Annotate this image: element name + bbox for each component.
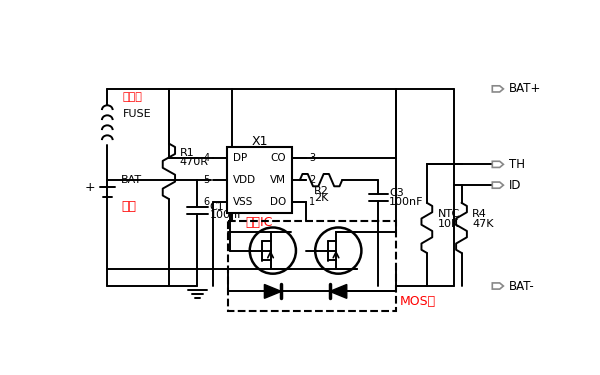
Text: 3: 3: [309, 153, 315, 164]
Text: 100nF: 100nF: [210, 210, 244, 220]
Text: DP: DP: [233, 153, 247, 164]
Text: BAT-: BAT-: [509, 279, 535, 292]
Text: 电芯: 电芯: [121, 200, 136, 213]
Text: NTC: NTC: [437, 209, 460, 219]
Text: BAT: BAT: [121, 175, 142, 185]
Text: CO: CO: [271, 153, 286, 164]
Text: MOS管: MOS管: [400, 295, 436, 308]
Text: BAT+: BAT+: [509, 82, 542, 95]
Text: 6: 6: [203, 197, 210, 207]
Text: R2: R2: [314, 186, 328, 196]
Text: C1: C1: [210, 202, 224, 212]
Polygon shape: [330, 285, 347, 298]
Text: 2K: 2K: [314, 193, 328, 203]
Text: ID: ID: [509, 178, 522, 192]
Text: R4: R4: [472, 209, 487, 219]
Polygon shape: [265, 285, 281, 298]
Text: 5: 5: [203, 175, 210, 185]
Text: 4: 4: [203, 153, 210, 164]
Text: 1: 1: [309, 197, 315, 207]
Bar: [227, 147, 292, 213]
Text: X1: X1: [251, 135, 268, 148]
Text: VDD: VDD: [233, 175, 256, 185]
Text: DO: DO: [269, 197, 286, 207]
Text: 47K: 47K: [472, 219, 494, 229]
Text: 2: 2: [309, 175, 315, 185]
Text: 控制IC: 控制IC: [245, 216, 273, 229]
Text: TH: TH: [509, 158, 525, 171]
Bar: [228, 220, 396, 310]
Text: 10K: 10K: [437, 219, 459, 229]
Text: VSS: VSS: [233, 197, 253, 207]
Text: 100nF: 100nF: [389, 197, 424, 207]
Text: C3: C3: [389, 188, 404, 198]
Text: FUSE: FUSE: [123, 108, 151, 118]
Text: VM: VM: [270, 175, 286, 185]
Text: +: +: [85, 181, 95, 194]
Text: 保险丝: 保险丝: [123, 92, 143, 102]
Text: R1: R1: [179, 148, 194, 158]
Text: 470R: 470R: [179, 157, 209, 167]
